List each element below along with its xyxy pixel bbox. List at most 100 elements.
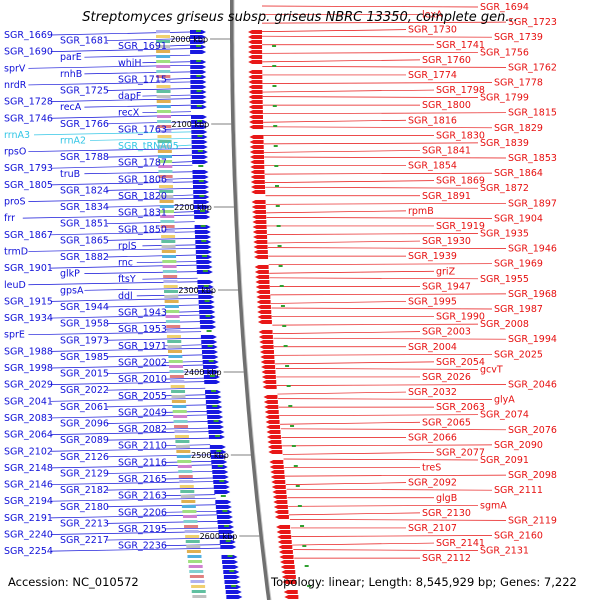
callout-line-left (164, 477, 214, 480)
cog-stripe (164, 295, 179, 298)
gene-label-left: SGR_2061 (60, 402, 109, 413)
rna-marker (196, 30, 202, 32)
gene-label-left: SGR_2015 (60, 369, 109, 380)
rna-marker (220, 495, 226, 497)
callout-line-right (280, 421, 421, 425)
callout-line-right (267, 247, 507, 249)
rna-marker (197, 120, 203, 122)
gene-label-left: truB (60, 169, 80, 180)
gene-arrow-plus (277, 540, 292, 544)
gene-arrow-minus (195, 235, 212, 239)
callout-line-left (50, 98, 191, 102)
gene-label-left: rnc (118, 258, 133, 269)
callout-line-left (50, 48, 191, 52)
gene-arrow-plus (259, 350, 274, 354)
cog-stripe (160, 220, 175, 223)
gene-arrow-plus (276, 530, 291, 534)
callout-line-left (106, 421, 209, 424)
callout-line-left (164, 227, 195, 230)
gene-label-left: SGR_2116 (118, 457, 167, 468)
callout-line-left (106, 504, 217, 508)
callout-line-left (84, 104, 191, 108)
callout-line-left (164, 78, 191, 80)
callout-line-right (266, 217, 493, 219)
callout-line-right (289, 512, 421, 516)
cog-stripe (186, 550, 201, 553)
gene-label-left: rrnA2 (60, 135, 86, 146)
cog-stripe (170, 380, 185, 383)
gene-label-right: SGR_1739 (494, 32, 543, 43)
gene-arrow-plus (248, 95, 263, 99)
gene-arrow-plus (261, 365, 276, 369)
gene-arrow-plus (248, 60, 263, 64)
gene-arrow-minus (212, 475, 229, 479)
gene-arrow-minus (190, 40, 207, 44)
gene-arrow-minus (194, 230, 211, 234)
gene-arrow-minus (194, 215, 211, 219)
gene-label-left: SGR_2180 (60, 502, 109, 513)
gene-label-right: SGR_1760 (422, 55, 471, 66)
gene-arrow-plus (279, 555, 294, 559)
rna-marker (225, 540, 231, 542)
rna-marker (209, 375, 215, 377)
gene-label-left: SGR_2055 (118, 391, 167, 402)
gene-arrow-plus (256, 290, 271, 294)
callout-line-left (142, 277, 198, 280)
rna-marker (197, 135, 203, 137)
cog-stripe (161, 245, 176, 248)
cog-stripe (179, 485, 194, 488)
cog-stripe (166, 335, 181, 338)
gene-arrow-minus (213, 485, 230, 489)
gene-label-left: SGR_1943 (118, 308, 167, 319)
cog-stripe (188, 560, 203, 563)
gene-label-left: SGR_2083 (4, 413, 53, 424)
gene-label-right: SGR_1854 (408, 161, 457, 172)
rna-marker (274, 165, 279, 167)
gene-arrow-plus (249, 145, 264, 149)
gene-arrow-minus (220, 545, 237, 549)
gene-arrow-plus (272, 495, 287, 499)
cog-stripe (161, 240, 176, 243)
cog-stripe (177, 460, 192, 463)
gene-arrow-plus (274, 515, 289, 519)
gene-label-left: SGR_1824 (60, 185, 109, 196)
gene-label-left: SGR_1971 (118, 341, 167, 352)
cog-stripe (156, 115, 171, 118)
gene-label-right: SGR_1994 (508, 334, 557, 345)
gene-label-right: SGR_1904 (494, 213, 543, 224)
gene-label-right: SGR_2092 (408, 478, 457, 489)
cog-stripe (161, 235, 176, 238)
cog-stripe (162, 255, 177, 258)
gene-label-right: SGR_1741 (436, 40, 485, 51)
rna-marker (205, 315, 211, 317)
tick-label: 2600 kbp (200, 532, 238, 541)
tick-label: 2000 kbp (170, 35, 208, 44)
gene-label-left: SGR_1953 (118, 324, 167, 335)
gene-label-right: SGR_1946 (508, 244, 557, 255)
gene-label-left: rrnA3 (4, 130, 30, 141)
gene-label-left: SGR_2195 (118, 524, 167, 535)
gene-label-left: SGR_1669 (4, 30, 53, 41)
gene-arrow-minus (216, 515, 233, 519)
rna-marker (278, 265, 283, 267)
cog-stripe (158, 165, 173, 168)
callout-line-left (106, 321, 201, 324)
rna-marker (291, 445, 296, 447)
cog-stripe (182, 515, 197, 518)
gene-label-right: SGR_1869 (436, 176, 485, 187)
gene-label-left: SGR_2041 (4, 396, 53, 407)
gene-arrow-minus (190, 115, 207, 119)
rna-marker (288, 405, 293, 407)
cog-stripe (168, 355, 183, 358)
rna-marker (208, 360, 214, 362)
gene-arrow-plus (251, 190, 266, 194)
gene-arrow-plus (262, 380, 277, 384)
gene-label-left: SGR_1915 (4, 296, 53, 307)
callout-line-right (271, 307, 493, 310)
cog-stripe (156, 60, 171, 63)
gene-label-right: SGR_2032 (408, 387, 457, 398)
rna-marker (277, 245, 282, 247)
gene-label-right: SGR_2119 (508, 515, 557, 526)
callout-line-left (106, 238, 196, 241)
